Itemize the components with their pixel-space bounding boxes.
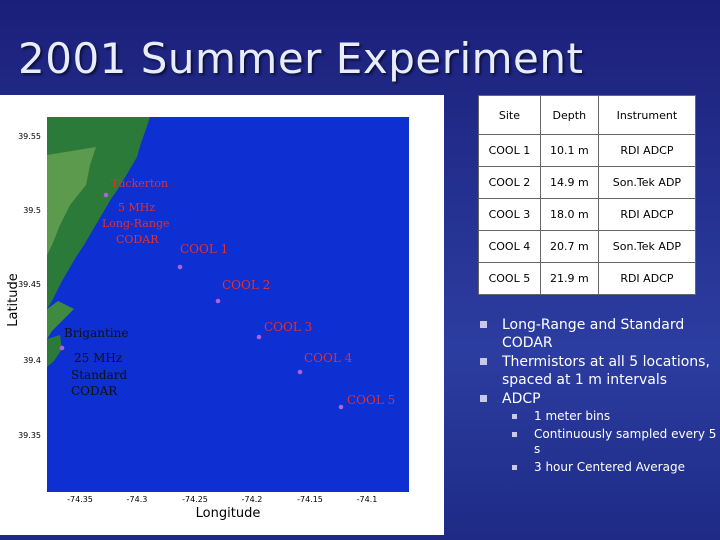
bullet-text: Long-Range and Standard CODAR [502, 317, 685, 351]
col-header-site: Site [478, 95, 541, 135]
cell-depth: 10.1 m [539, 134, 599, 167]
cell-instrument: Son.Tek ADP [597, 166, 697, 199]
brigantine-codar: CODAR [71, 384, 118, 398]
marsh-area [47, 147, 96, 255]
lon-tick: -74.25 [182, 495, 208, 504]
cell-instrument: RDI ADCP [597, 262, 697, 295]
sub-bullet-item: Continuously sampled every 5 s [478, 427, 718, 457]
table-row: COOL 2 14.9 m Son.Tek ADP [478, 166, 697, 199]
tuckerton-marker [103, 192, 109, 198]
cell-depth: 18.0 m [539, 198, 599, 231]
barrier-island [47, 301, 74, 339]
table-row: COOL 3 18.0 m RDI ADCP [478, 198, 697, 231]
cool-3-label: COOL 3 [264, 320, 312, 334]
cell-instrument: RDI ADCP [597, 134, 697, 167]
cool-2-marker [215, 298, 221, 304]
sub-bullet-item: 1 meter bins [478, 409, 718, 424]
cool-1-marker [177, 264, 183, 270]
lat-tick: 39.5 [23, 206, 41, 215]
site-table-panel: Site Depth Instrument COOL 1 10.1 m RDI … [478, 95, 697, 295]
cool-1-label: COOL 1 [180, 242, 228, 256]
cell-site: COOL 1 [478, 134, 541, 167]
lat-tick: 39.45 [18, 280, 41, 289]
cell-instrument: Son.Tek ADP [597, 230, 697, 263]
brigantine-marker [59, 345, 65, 351]
x-axis-title: Longitude [196, 506, 261, 521]
tuckerton-name: Tuckerton [111, 177, 168, 190]
cool-5-label: COOL 5 [347, 393, 395, 407]
lat-tick: 39.35 [18, 431, 41, 440]
slide-title: 2001 Summer Experiment [18, 34, 584, 83]
lon-tick: -74.3 [127, 495, 148, 504]
square-bullet-icon [512, 432, 517, 437]
cell-depth: 14.9 m [539, 166, 599, 199]
y-axis-title: Latitude [6, 273, 21, 327]
bullet-item: Long-Range and Standard CODAR [478, 316, 718, 352]
sub-bullet-item: 3 hour Centered Average [478, 460, 718, 475]
square-bullet-icon [480, 358, 487, 365]
cool-4-marker [297, 369, 303, 375]
tuckerton-freq: 5 MHz [118, 201, 155, 214]
cell-site: COOL 2 [478, 166, 541, 199]
cool-2-label: COOL 2 [222, 278, 270, 292]
cool-4-label: COOL 4 [304, 351, 353, 365]
bullet-text: ADCP [502, 391, 541, 407]
cool-3-marker [256, 334, 262, 340]
coastal-map: Tuckerton 5 MHz Long-Range CODAR COOL 1 … [6, 117, 409, 521]
cell-depth: 21.9 m [539, 262, 599, 295]
sub-bullet-text: 1 meter bins [534, 409, 611, 423]
tuckerton-codar: CODAR [116, 233, 159, 246]
brigantine-freq: 25 MHz [74, 351, 122, 365]
table-row: COOL 1 10.1 m RDI ADCP [478, 134, 697, 167]
lon-tick: -74.35 [67, 495, 93, 504]
lon-tick: -74.2 [242, 495, 263, 504]
brigantine-name: Brigantine [64, 326, 128, 340]
square-bullet-icon [512, 465, 517, 470]
table-row: COOL 5 21.9 m RDI ADCP [478, 262, 697, 295]
brigantine-type: Standard [71, 368, 127, 382]
cell-depth: 20.7 m [539, 230, 599, 263]
tuckerton-type: Long-Range [102, 217, 170, 230]
site-table: Site Depth Instrument COOL 1 10.1 m RDI … [478, 95, 697, 295]
bullet-list: Long-Range and Standard CODAR Thermistor… [478, 316, 718, 478]
lon-tick: -74.1 [357, 495, 378, 504]
col-header-instrument: Instrument [597, 95, 697, 135]
bullet-item: Thermistors at all 5 locations, spaced a… [478, 353, 718, 389]
cell-site: COOL 4 [478, 230, 541, 263]
inlet-land [47, 335, 62, 367]
bullet-text: Thermistors at all 5 locations, spaced a… [502, 354, 710, 388]
cell-instrument: RDI ADCP [597, 198, 697, 231]
map-panel: Tuckerton 5 MHz Long-Range CODAR COOL 1 … [0, 95, 444, 535]
lon-tick: -74.15 [297, 495, 323, 504]
lat-tick: 39.55 [18, 132, 41, 141]
square-bullet-icon [512, 414, 517, 419]
sub-bullet-text: 3 hour Centered Average [534, 460, 685, 474]
col-header-depth: Depth [539, 95, 599, 135]
lat-tick: 39.4 [23, 356, 41, 365]
sub-bullet-text: Continuously sampled every 5 s [534, 427, 717, 456]
table-row: COOL 4 20.7 m Son.Tek ADP [478, 230, 697, 263]
cell-site: COOL 5 [478, 262, 541, 295]
square-bullet-icon [480, 395, 487, 402]
cell-site: COOL 3 [478, 198, 541, 231]
square-bullet-icon [480, 321, 487, 328]
bullet-item: ADCP [478, 390, 718, 408]
cool-5-marker [338, 404, 344, 410]
table-header-row: Site Depth Instrument [478, 95, 697, 135]
